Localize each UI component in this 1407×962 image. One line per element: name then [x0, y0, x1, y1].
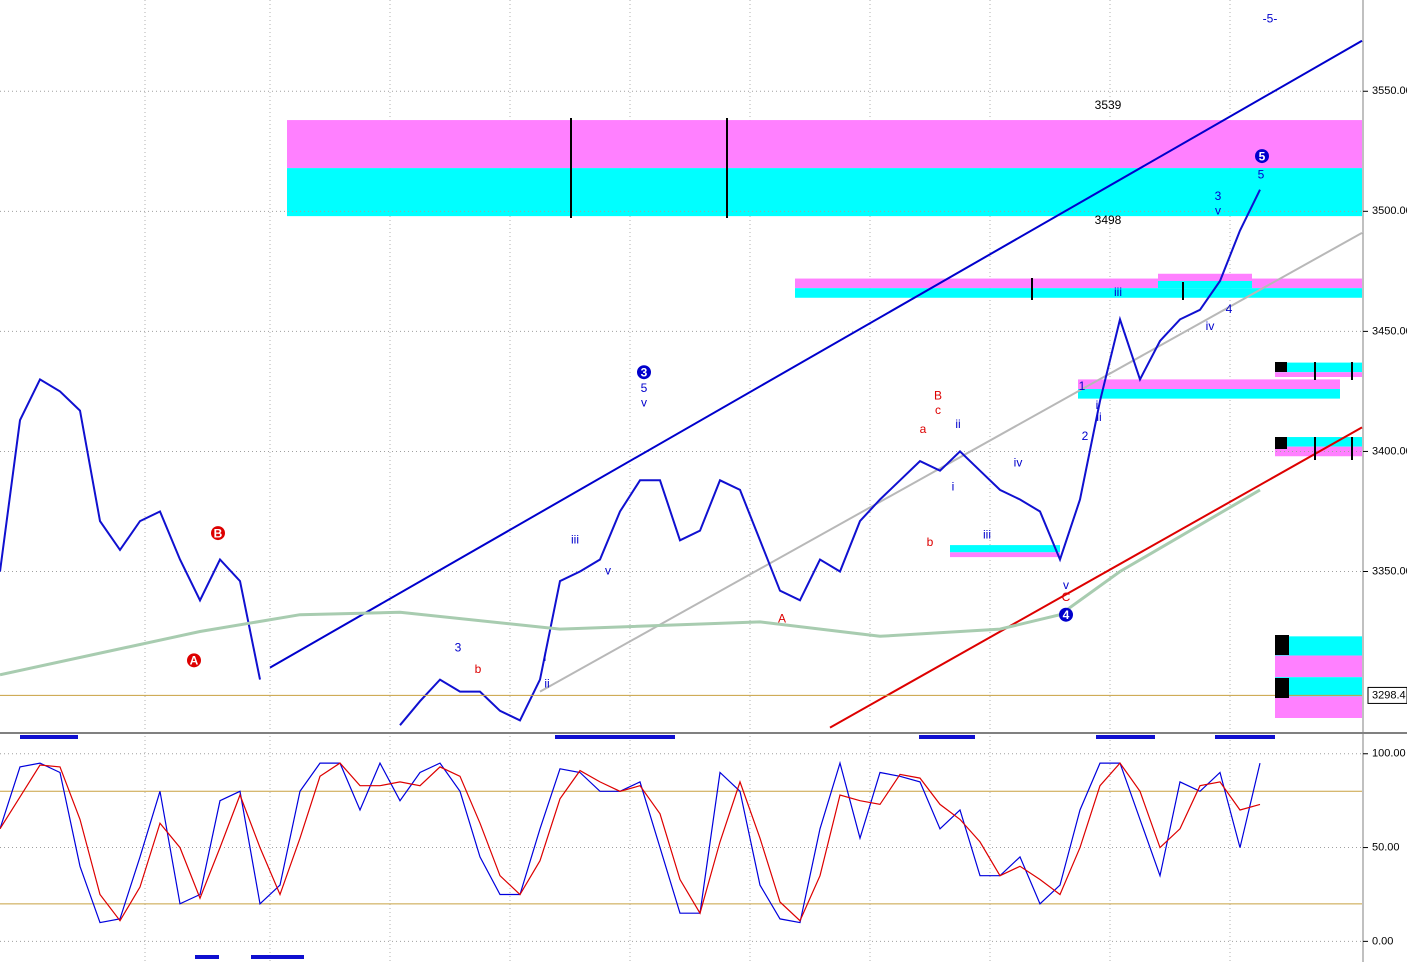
price-zone	[1275, 696, 1362, 718]
wave-label: 3539	[1095, 98, 1122, 112]
wave-label: A	[778, 612, 786, 626]
wave-label: B	[214, 526, 223, 540]
price-zone	[287, 168, 1362, 217]
wave-label: 3	[1215, 189, 1222, 203]
wave-label: 3	[641, 365, 648, 379]
axis-area	[1363, 0, 1407, 962]
price-zone	[1275, 655, 1362, 678]
price-zone	[1078, 379, 1340, 390]
wave-label: v	[641, 396, 647, 410]
trend-line	[269, 39, 1363, 669]
price-zone	[950, 552, 1060, 558]
signal-bar	[20, 735, 78, 739]
trend-line	[539, 232, 1363, 693]
price-zone	[795, 288, 1362, 298]
wave-label: 1	[1079, 379, 1086, 393]
y-tick-label: 3350.00	[1372, 565, 1407, 577]
signal-bar	[1096, 735, 1155, 739]
price-zone	[1275, 437, 1362, 447]
price-zone	[287, 120, 1362, 169]
wave-label: iv	[1206, 319, 1215, 333]
wave-label: iii	[571, 532, 579, 546]
block	[1275, 362, 1287, 372]
price-zone	[1158, 280, 1252, 289]
wave-label: 4	[1063, 608, 1070, 622]
y-tick-label: 0.00	[1372, 935, 1393, 947]
zones	[287, 120, 1362, 718]
wave-label: iv	[1014, 456, 1023, 470]
signal-bar	[555, 735, 675, 739]
price-zone	[1078, 389, 1340, 399]
signal-bar	[919, 735, 975, 739]
price-zone	[1158, 273, 1252, 281]
wave-label: i	[544, 650, 547, 664]
wave-label: v	[1063, 578, 1069, 592]
y-tick-label: 3550.00	[1372, 85, 1407, 97]
block	[1275, 678, 1289, 698]
wave-label: B	[934, 388, 942, 402]
wave-label: iii	[983, 528, 991, 542]
wave-label: a	[920, 422, 927, 436]
wave-label: 3	[455, 641, 462, 655]
side-blocks	[1275, 362, 1289, 698]
wave-label: b	[475, 662, 482, 676]
last-price-box	[1367, 686, 1407, 704]
price-zone	[1275, 677, 1362, 697]
signal-bar	[195, 955, 219, 959]
wave-circle	[187, 653, 201, 668]
y-tick-label: 3500.00	[1372, 205, 1407, 217]
wave-circle	[1255, 149, 1269, 164]
block	[1275, 635, 1289, 655]
last-price-label: 3298.4	[1372, 689, 1406, 701]
y-tick-label: 3400.00	[1372, 445, 1407, 457]
y-tick-label: 100.00	[1372, 748, 1406, 760]
wave-label: 3498	[1095, 213, 1122, 227]
annotations: -5-3539349835viiiviii3bABABcabiiiiiiivvC…	[187, 11, 1278, 691]
wave-label: A	[190, 654, 199, 668]
wave-circle	[1059, 607, 1073, 622]
wave-label: 5	[1258, 167, 1265, 181]
series-line	[0, 189, 1261, 726]
signal-bars	[20, 735, 1275, 959]
block	[1275, 437, 1287, 449]
wave-label: C	[1062, 590, 1071, 604]
wave-label: 5	[1259, 149, 1266, 163]
wave-label: v	[1215, 203, 1221, 217]
signal-bar	[251, 955, 304, 959]
wave-label: 2	[1082, 429, 1089, 443]
wave-label: 4	[1226, 302, 1233, 316]
wave-circle	[211, 526, 225, 541]
wave-label: i	[952, 480, 955, 494]
wave-label: ii	[1096, 410, 1101, 424]
series-line	[0, 488, 1261, 677]
wave-label: ii	[955, 417, 960, 431]
y-tick-label: 50.00	[1372, 841, 1400, 853]
series-line	[0, 762, 1261, 922]
series-line	[0, 760, 1261, 924]
signal-bar	[1215, 735, 1275, 739]
wave-label: ii	[544, 677, 549, 691]
price-zone	[795, 278, 1362, 289]
wave-circle	[637, 365, 651, 380]
wave-label: i	[1096, 398, 1099, 412]
lines	[0, 39, 1363, 942]
trend-line	[829, 426, 1363, 729]
wave-label: c	[935, 403, 941, 417]
price-zone	[1275, 636, 1362, 656]
wave-label: iii	[1114, 285, 1122, 299]
wave-label: v	[605, 564, 611, 578]
price-zone	[1275, 362, 1362, 373]
wave-label: 5	[641, 381, 648, 395]
wave-label: -5-	[1263, 11, 1278, 25]
zone-markers	[570, 118, 1353, 460]
price-zone	[950, 545, 1060, 553]
wave-label: b	[927, 535, 934, 549]
y-tick-label: 3450.00	[1372, 325, 1407, 337]
price-zone	[1275, 372, 1362, 378]
axis-labels: 3350.00 3400.00 3450.00 3500.00 3550.00 3298.…	[1363, 85, 1407, 947]
